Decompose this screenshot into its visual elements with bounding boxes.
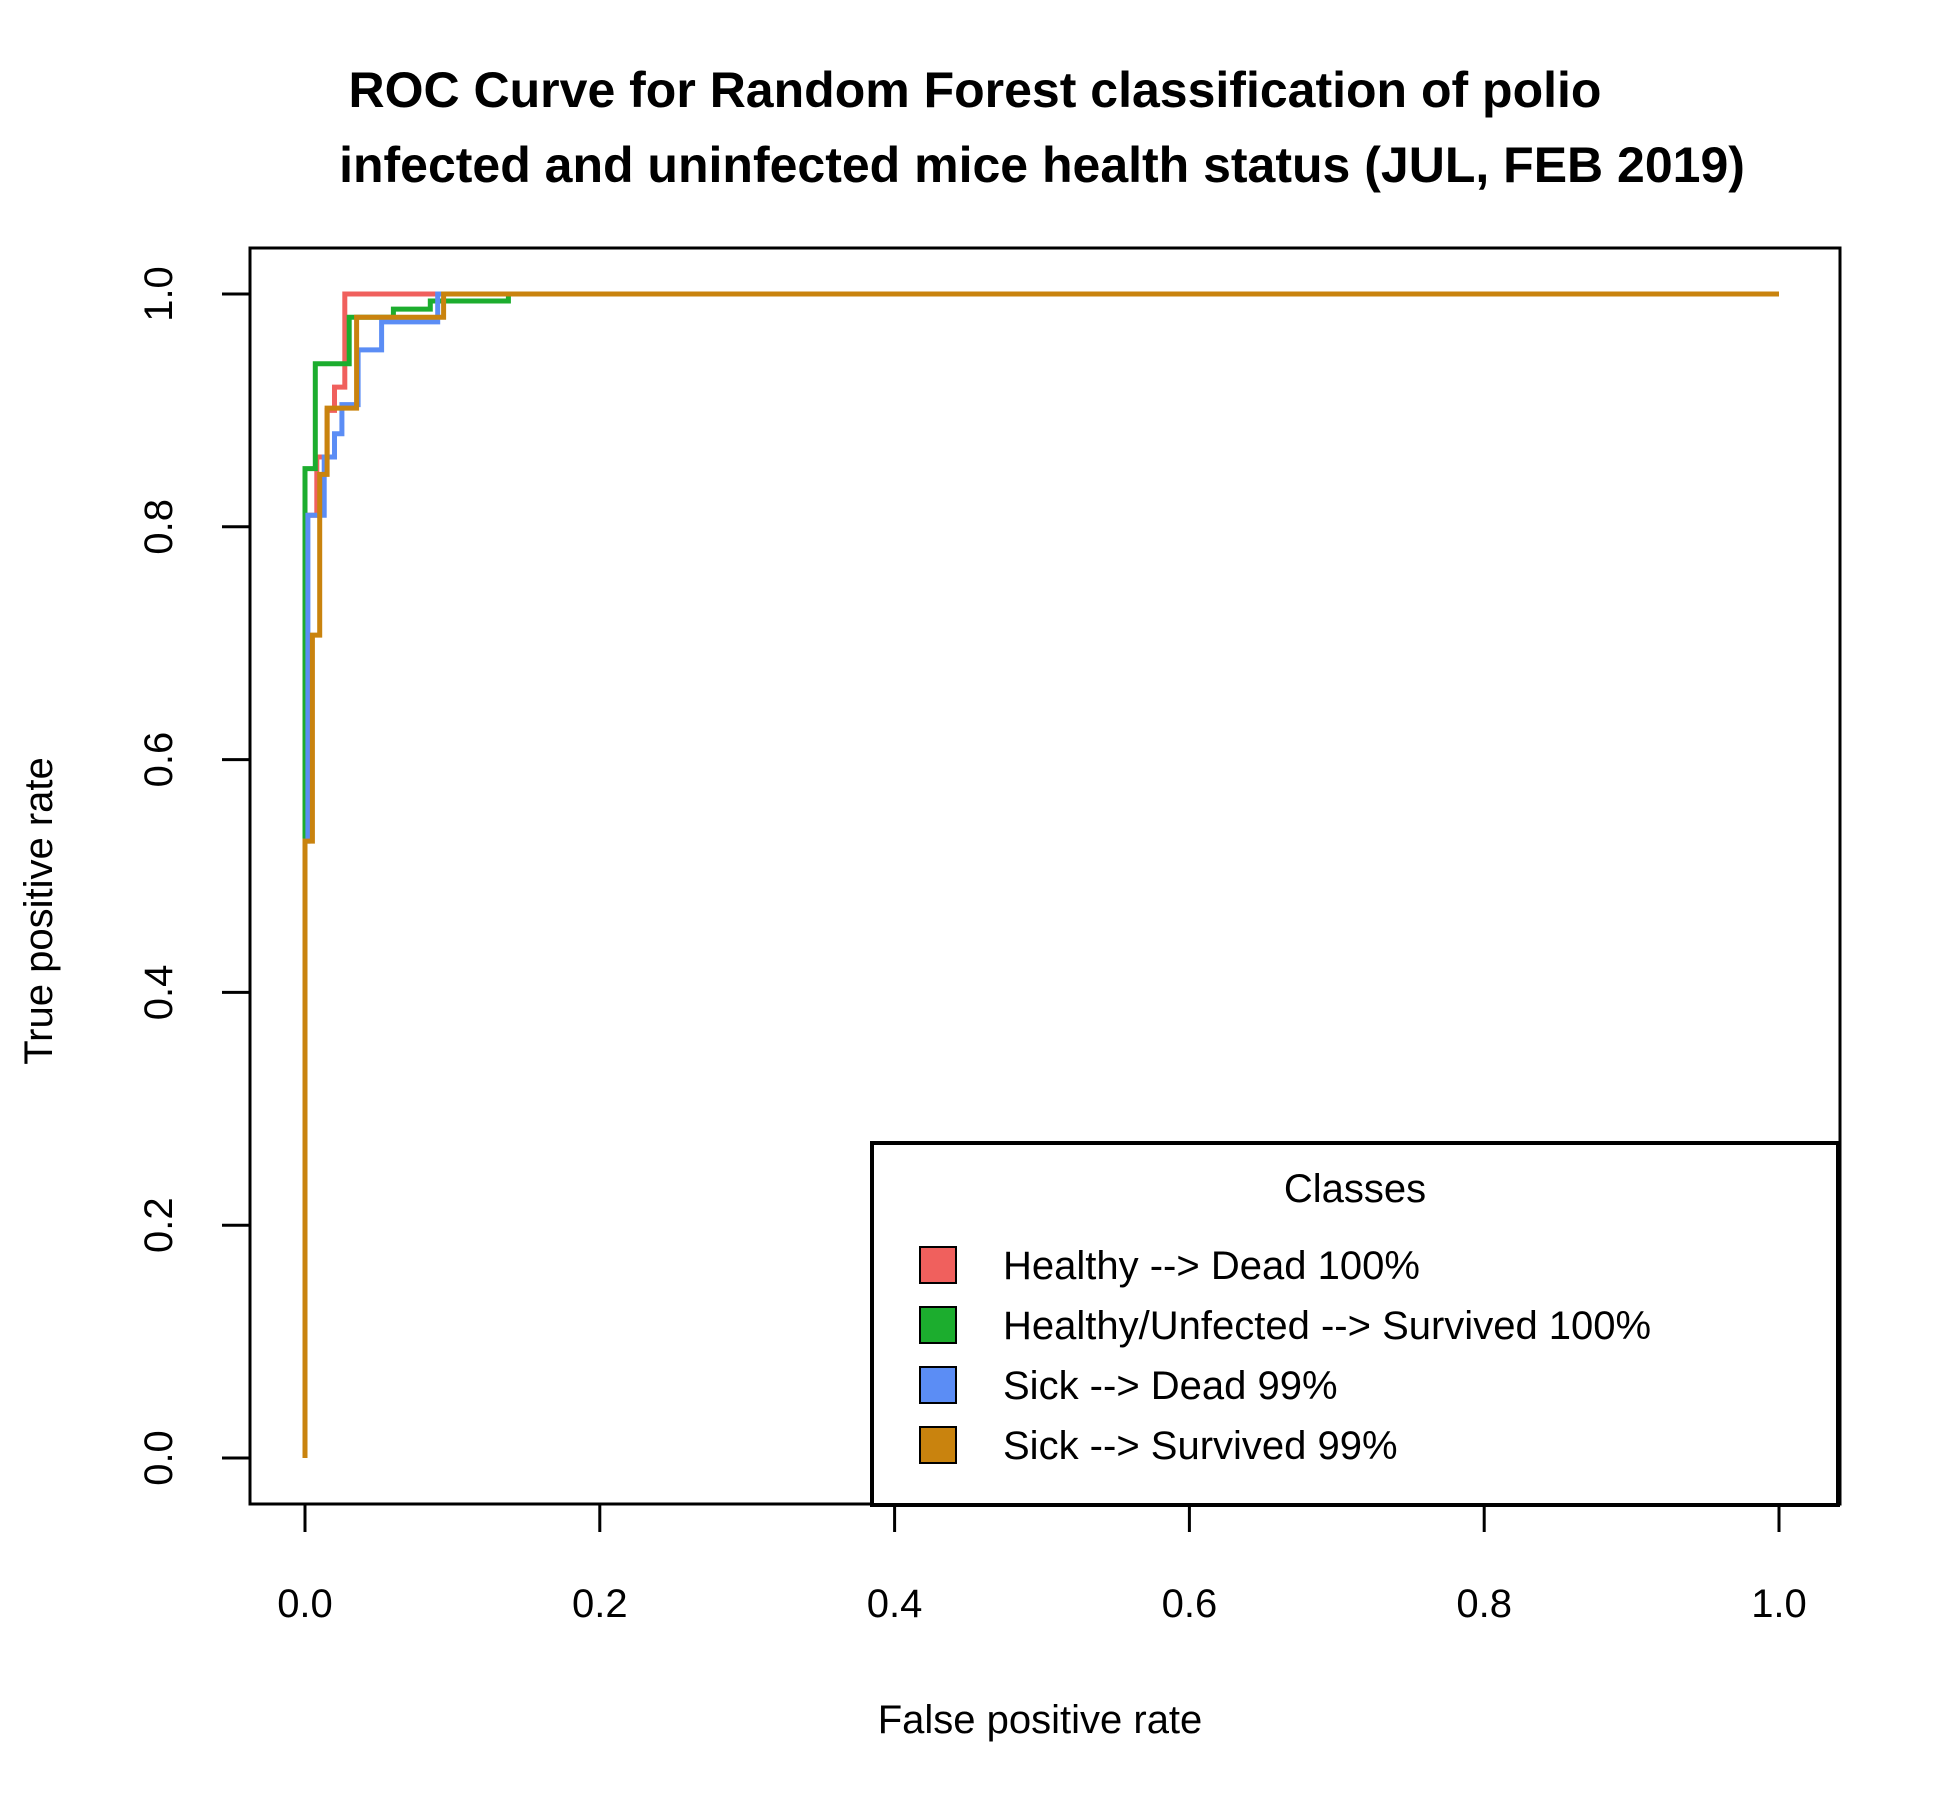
y-axis-label: True positive rate [17, 757, 61, 1065]
legend-title: Classes [1284, 1167, 1426, 1211]
x-tick-label: 0.0 [277, 1582, 333, 1626]
legend-swatch-1 [919, 1246, 957, 1284]
legend-entries: Healthy --> Dead 100% Healthy/Unfected --… [919, 1244, 1651, 1468]
x-axis-label: False positive rate [878, 1698, 1203, 1742]
legend-box [870, 1141, 1840, 1507]
y-tick-label: 0.2 [137, 1197, 181, 1253]
legend-label-2: Healthy/Unfected --> Survived 100% [1003, 1304, 1651, 1348]
legend-swatch-2 [919, 1306, 957, 1344]
y-tick-label: 0.0 [137, 1430, 181, 1486]
y-tick-label: 0.6 [137, 732, 181, 788]
legend-label-4: Sick --> Survived 99% [1003, 1424, 1398, 1468]
x-tick-label: 0.6 [1162, 1582, 1218, 1626]
legend-swatch-4 [919, 1426, 957, 1464]
y-tick-label: 1.0 [137, 266, 181, 322]
x-tick-label: 0.4 [867, 1582, 923, 1626]
x-tick-label: 0.2 [572, 1582, 628, 1626]
legend-swatch-3 [919, 1366, 957, 1404]
y-tick-label: 0.4 [137, 965, 181, 1021]
y-tick-label: 0.8 [137, 499, 181, 555]
series-line-3 [302, 291, 1779, 1458]
x-tick-label: 1.0 [1751, 1582, 1807, 1626]
y-axis: 0.0 0.2 0.4 0.6 0.8 1.0 [137, 266, 252, 1486]
chart-title-line-2: infected and uninfected mice health stat… [339, 137, 1745, 193]
chart-title-line-1: ROC Curve for Random Forest classificati… [349, 62, 1602, 118]
x-tick-label: 0.8 [1456, 1582, 1512, 1626]
chart-title: ROC Curve for Random Forest classificati… [339, 62, 1745, 193]
legend: Classes Healthy --> Dead 100% Healthy/Unf… [870, 1141, 1840, 1507]
x-axis: 0.0 0.2 0.4 0.6 0.8 1.0 [277, 1502, 1807, 1626]
series-layer [302, 291, 1779, 1458]
series-line-4 [302, 291, 1779, 1458]
legend-label-1: Healthy --> Dead 100% [1003, 1244, 1420, 1288]
legend-label-3: Sick --> Dead 99% [1003, 1364, 1338, 1408]
